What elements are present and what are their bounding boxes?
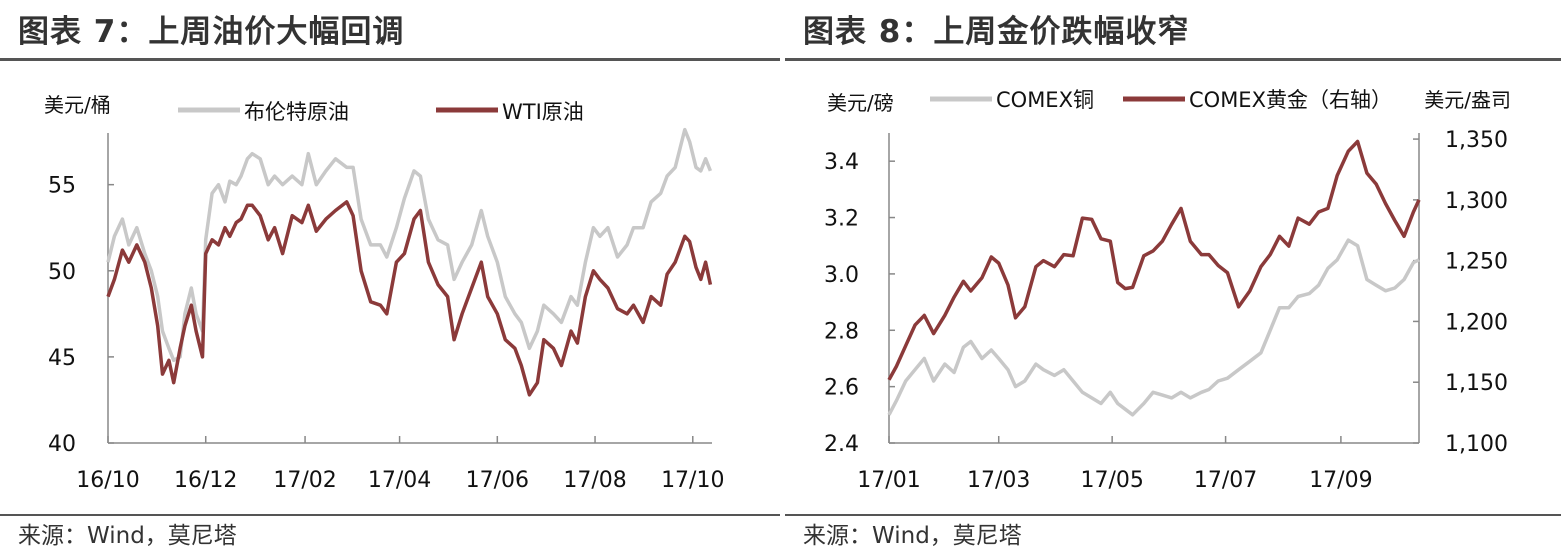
oil-price-chart: 40 45 50 55 16/10 16/12 17/02 17/04 17/06 17/08 17…	[44, 93, 724, 493]
x-tick-label: 17/06	[466, 468, 529, 493]
metals-price-chart: 2.4 2.6 2.8 3.0 3.2 3.4 1,100 1,150 1,200 1,250 1,…	[824, 88, 1511, 493]
y-tick-label: 45	[48, 346, 76, 371]
left-y-axis-unit: 美元/磅	[827, 91, 894, 115]
source-note: 来源：Wind，莫尼塔	[18, 523, 237, 549]
series-line-brent	[106, 127, 713, 363]
legend-label-copper: COMEX铜	[996, 88, 1094, 112]
left-y-tick-label: 3.4	[824, 150, 859, 175]
x-tick-label: 17/07	[1194, 468, 1257, 493]
series-line-copper	[887, 238, 1420, 417]
y-tick-label: 50	[48, 260, 76, 285]
source-divider	[0, 514, 780, 516]
x-tick-label: 17/09	[1309, 468, 1372, 493]
y-tick-label: 55	[48, 174, 76, 199]
x-tick-label: 16/12	[174, 468, 237, 493]
left-y-tick-label: 3.0	[824, 263, 859, 288]
x-tick-label: 17/01	[857, 468, 920, 493]
x-tick-label: 16/10	[76, 468, 139, 493]
right-y-tick-label: 1,350	[1445, 128, 1508, 153]
series-line-gold	[887, 139, 1421, 381]
right-y-tick-label: 1,200	[1445, 310, 1508, 335]
right-chart-panel: 图表 8：上周金价跌幅收窄 2.4 2.6 2.8 3.0 3.2 3.4 1,100 1,1…	[785, 0, 1561, 549]
left-y-tick-label: 3.2	[824, 207, 859, 232]
y-axis-unit: 美元/桶	[44, 93, 111, 117]
source-note: 来源：Wind，莫尼塔	[803, 523, 1022, 549]
x-tick-label: 17/04	[368, 468, 431, 493]
x-tick-label: 17/02	[273, 468, 336, 493]
x-tick-label: 17/10	[661, 468, 724, 493]
chart-title: 图表 8：上周金价跌幅收窄	[803, 14, 1190, 50]
x-tick-label: 17/08	[563, 468, 626, 493]
left-chart-panel: 图表 7：上周油价大幅回调 40 45 50 55 16/10 16/12 17/02 17/…	[0, 0, 780, 549]
legend-label-wti: WTI原油	[502, 100, 584, 124]
right-y-tick-label: 1,150	[1445, 371, 1508, 396]
right-y-tick-label: 1,250	[1445, 250, 1508, 275]
x-tick-label: 17/05	[1080, 468, 1143, 493]
series-line-wti	[106, 200, 713, 397]
right-y-tick-label: 1,100	[1445, 432, 1508, 457]
right-y-tick-label: 1,300	[1445, 189, 1508, 214]
left-y-tick-label: 2.6	[824, 376, 859, 401]
left-y-tick-label: 2.4	[824, 432, 859, 457]
source-divider	[785, 514, 1561, 516]
title-divider	[0, 58, 780, 61]
legend-label-gold: COMEX黄金（右轴）	[1189, 88, 1392, 112]
chart-title: 图表 7：上周油价大幅回调	[18, 14, 405, 50]
left-y-tick-label: 2.8	[824, 319, 859, 344]
x-tick-label: 17/03	[967, 468, 1030, 493]
legend-label-brent: 布伦特原油	[244, 100, 349, 124]
title-divider	[785, 58, 1561, 61]
y-tick-label: 40	[48, 432, 76, 457]
right-y-axis-unit: 美元/盎司	[1424, 88, 1511, 112]
